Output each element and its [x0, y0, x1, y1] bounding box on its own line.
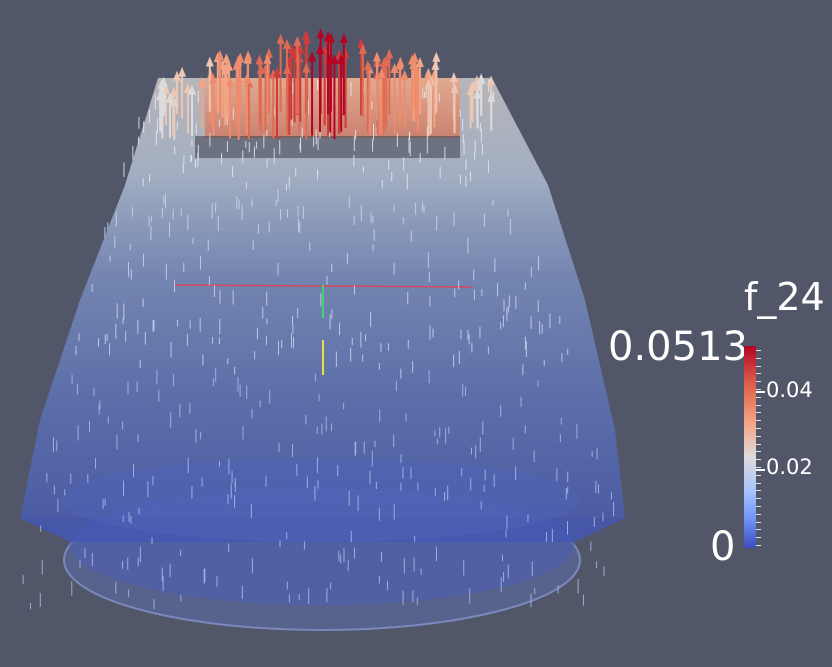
colorbar-tick-label: 0.02	[766, 455, 813, 479]
top-arrow-head	[385, 48, 394, 59]
colorbar-major-tick	[756, 469, 765, 471]
top-plate	[205, 78, 460, 138]
top-arrow-head	[165, 92, 174, 103]
top-arrow-head	[357, 37, 366, 48]
top-arrow-head	[221, 64, 230, 75]
top-arrow-head	[415, 56, 424, 67]
top-arrow-head	[316, 28, 325, 39]
colorbar-max-label: 0.0513	[608, 324, 748, 370]
top-arrow-head	[244, 50, 253, 61]
top-arrow-head	[209, 73, 218, 84]
top-arrow-head	[197, 76, 206, 87]
colorbar-minor-tick	[756, 435, 761, 437]
top-arrow-head	[400, 69, 409, 80]
colorbar-minor-tick	[756, 482, 761, 484]
colorbar-minor-tick	[756, 373, 761, 375]
top-arrow-head	[232, 59, 241, 70]
top-arrow-head	[263, 53, 272, 64]
colorbar-title: f_24	[744, 275, 825, 319]
top-arrow-head	[169, 86, 178, 97]
top-arrow-head	[432, 51, 441, 62]
top-arrow-head	[225, 60, 234, 71]
top-arrow-head	[324, 31, 333, 42]
colorbar-minor-tick	[756, 467, 761, 468]
top-arrow-head	[215, 49, 224, 60]
colorbar-tick-label: 0.04	[766, 378, 813, 402]
top-arrow-head	[302, 33, 311, 44]
colorbar-minor-tick	[756, 506, 761, 507]
top-arrow-head	[264, 47, 273, 58]
top-arrow-head	[255, 54, 264, 65]
colorbar-minor-tick	[756, 428, 761, 429]
top-arrow-head	[222, 53, 231, 64]
top-arrow-head	[341, 48, 350, 59]
colorbar-minor-tick	[756, 412, 761, 414]
top-arrow-head	[287, 43, 296, 54]
colorbar-minor-tick	[756, 357, 761, 359]
colorbar-minor-tick	[756, 474, 761, 476]
colorbar-minor-tick	[756, 381, 761, 383]
top-arrow-head	[243, 73, 252, 84]
colorbar-minor-tick	[756, 545, 761, 546]
top-arrow-head	[468, 80, 477, 91]
colorbar-minor-tick	[756, 443, 761, 445]
top-arrow-head	[410, 52, 419, 63]
top-arrow-head	[395, 59, 404, 70]
colorbar-minor-tick	[756, 521, 761, 523]
top-arrow-head	[450, 82, 459, 93]
top-arrow-head	[372, 51, 381, 62]
top-arrow-head	[390, 62, 399, 73]
top-arrow-head	[477, 74, 486, 85]
colorbar-minor-tick	[756, 529, 761, 531]
top-arrow-head	[276, 33, 285, 44]
colorbar-minor-tick	[756, 420, 761, 422]
top-arrow-head	[302, 62, 311, 73]
colorbar-minor-tick	[756, 459, 761, 461]
colorbar-gradient	[744, 346, 756, 548]
colorbar-minor-tick	[756, 404, 761, 406]
top-arrow-head	[487, 91, 496, 102]
colorbar-major-tick	[756, 391, 765, 393]
top-arrow-head	[188, 84, 197, 95]
colorbar-min-label: 0	[710, 524, 736, 570]
top-arrow-head	[449, 72, 458, 83]
top-arrow-head	[473, 88, 482, 99]
top-arrow-head	[358, 43, 367, 54]
colorbar-minor-tick	[756, 350, 761, 351]
top-arrow-head	[377, 68, 386, 79]
lower-ellipse	[60, 458, 580, 542]
top-arrow-head	[330, 54, 339, 65]
colorbar-minor-tick	[756, 396, 761, 398]
top-arrow-head	[315, 44, 324, 55]
top-arrow-head	[487, 75, 496, 86]
top-arrow-head	[424, 67, 433, 78]
top-arrow-head	[273, 66, 282, 77]
top-arrow-cluster	[156, 28, 496, 140]
colorbar-minor-tick	[756, 365, 761, 367]
top-arrow-head	[293, 35, 302, 46]
colorbar-minor-tick	[756, 451, 761, 453]
colorbar-minor-tick	[756, 537, 761, 539]
top-arrow-head	[225, 76, 234, 87]
top-plate-shadow	[195, 136, 460, 158]
colorbar-minor-tick	[756, 513, 761, 515]
colorbar-minor-tick	[756, 498, 761, 500]
top-arrow-head	[172, 70, 181, 81]
top-arrow-head	[205, 56, 214, 67]
top-arrow-head	[159, 76, 168, 87]
top-arrow-head	[339, 32, 348, 43]
top-arrow-head	[363, 60, 372, 71]
top-arrow-head	[282, 38, 291, 49]
top-arrow-head	[178, 66, 187, 77]
top-arrow-head	[236, 52, 245, 63]
top-arrow-head	[424, 78, 433, 89]
colorbar-minor-tick	[756, 389, 761, 390]
top-arrow-head	[308, 51, 317, 62]
colorbar-minor-tick	[756, 490, 761, 492]
